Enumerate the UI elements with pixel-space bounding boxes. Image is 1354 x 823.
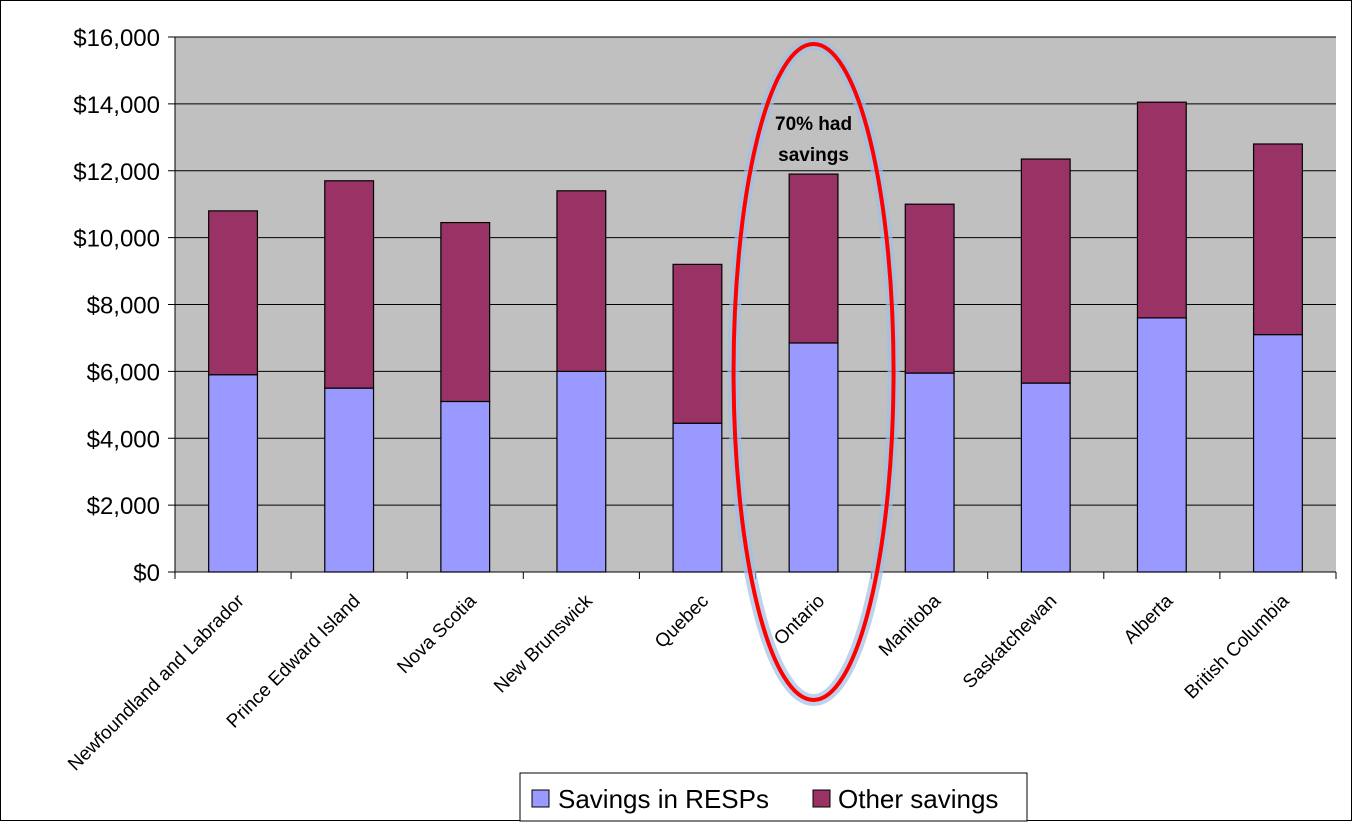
x-tick-label: Prince Edward Island <box>223 591 365 733</box>
bar-resp-7 <box>1020 382 1071 573</box>
y-tick-label: $2,000 <box>87 493 160 520</box>
x-tick-label: Nova Scotia <box>393 590 481 678</box>
bar-other-0 <box>208 210 259 376</box>
bar-other-2 <box>440 221 491 403</box>
bar-resp-9 <box>1252 333 1303 573</box>
legend: Savings in RESPs Other savings <box>519 772 1028 822</box>
x-tick-label: Manitoba <box>875 590 945 660</box>
ontario-highlight-annotation: 70% had savings <box>727 38 900 706</box>
bar-resp-5 <box>788 342 839 573</box>
x-tick-label: Ontario <box>770 591 829 650</box>
bar-other-7 <box>1020 158 1071 384</box>
legend-swatch-resp <box>531 789 550 808</box>
bar-resp-2 <box>440 400 491 573</box>
legend-box <box>519 772 1028 822</box>
y-tick-label: $8,000 <box>87 293 160 320</box>
bar-resp-8 <box>1136 317 1187 573</box>
y-tick-label: $12,000 <box>73 159 160 186</box>
y-tick-label: $14,000 <box>73 92 160 119</box>
y-tick-label: $10,000 <box>73 226 160 253</box>
bars <box>208 101 1303 573</box>
bar-resp-3 <box>556 370 607 573</box>
legend-swatch-other <box>812 789 831 808</box>
y-tick-label: $6,000 <box>87 359 160 386</box>
bar-resp-1 <box>324 387 375 573</box>
legend-label-resp: Savings in RESPs <box>558 784 769 814</box>
annotation-line-1: 70% had <box>775 114 852 135</box>
bar-resp-6 <box>904 372 955 573</box>
bar-other-9 <box>1252 143 1303 336</box>
bar-other-5 <box>788 173 839 344</box>
y-tick-label: $0 <box>133 560 160 587</box>
annotation-line-2: savings <box>778 145 849 166</box>
bar-other-6 <box>904 203 955 374</box>
legend-label-other: Other savings <box>838 784 998 814</box>
y-tick-label: $16,000 <box>73 25 160 52</box>
x-tick-label: Saskatchewan <box>959 591 1061 693</box>
x-tick-label: Newfoundland and Labrador <box>64 590 249 775</box>
bar-other-3 <box>556 190 607 372</box>
bar-other-4 <box>672 263 723 424</box>
bar-other-1 <box>324 180 375 389</box>
x-tick-label: British Columbia <box>1181 590 1294 703</box>
y-tick-label: $4,000 <box>87 426 160 453</box>
bar-resp-0 <box>208 374 259 573</box>
y-tick-labels: $0 $2,000 $4,000 $6,000 $8,000 $10,000 $12,000… <box>73 25 160 587</box>
x-tick-label: Alberta <box>1120 590 1178 648</box>
x-tick-label: New Brunswick <box>490 590 597 697</box>
x-tick-label: Quebec <box>651 591 713 653</box>
bar-resp-4 <box>672 422 723 573</box>
bar-other-8 <box>1136 101 1187 319</box>
highlight-ellipse <box>731 42 896 702</box>
